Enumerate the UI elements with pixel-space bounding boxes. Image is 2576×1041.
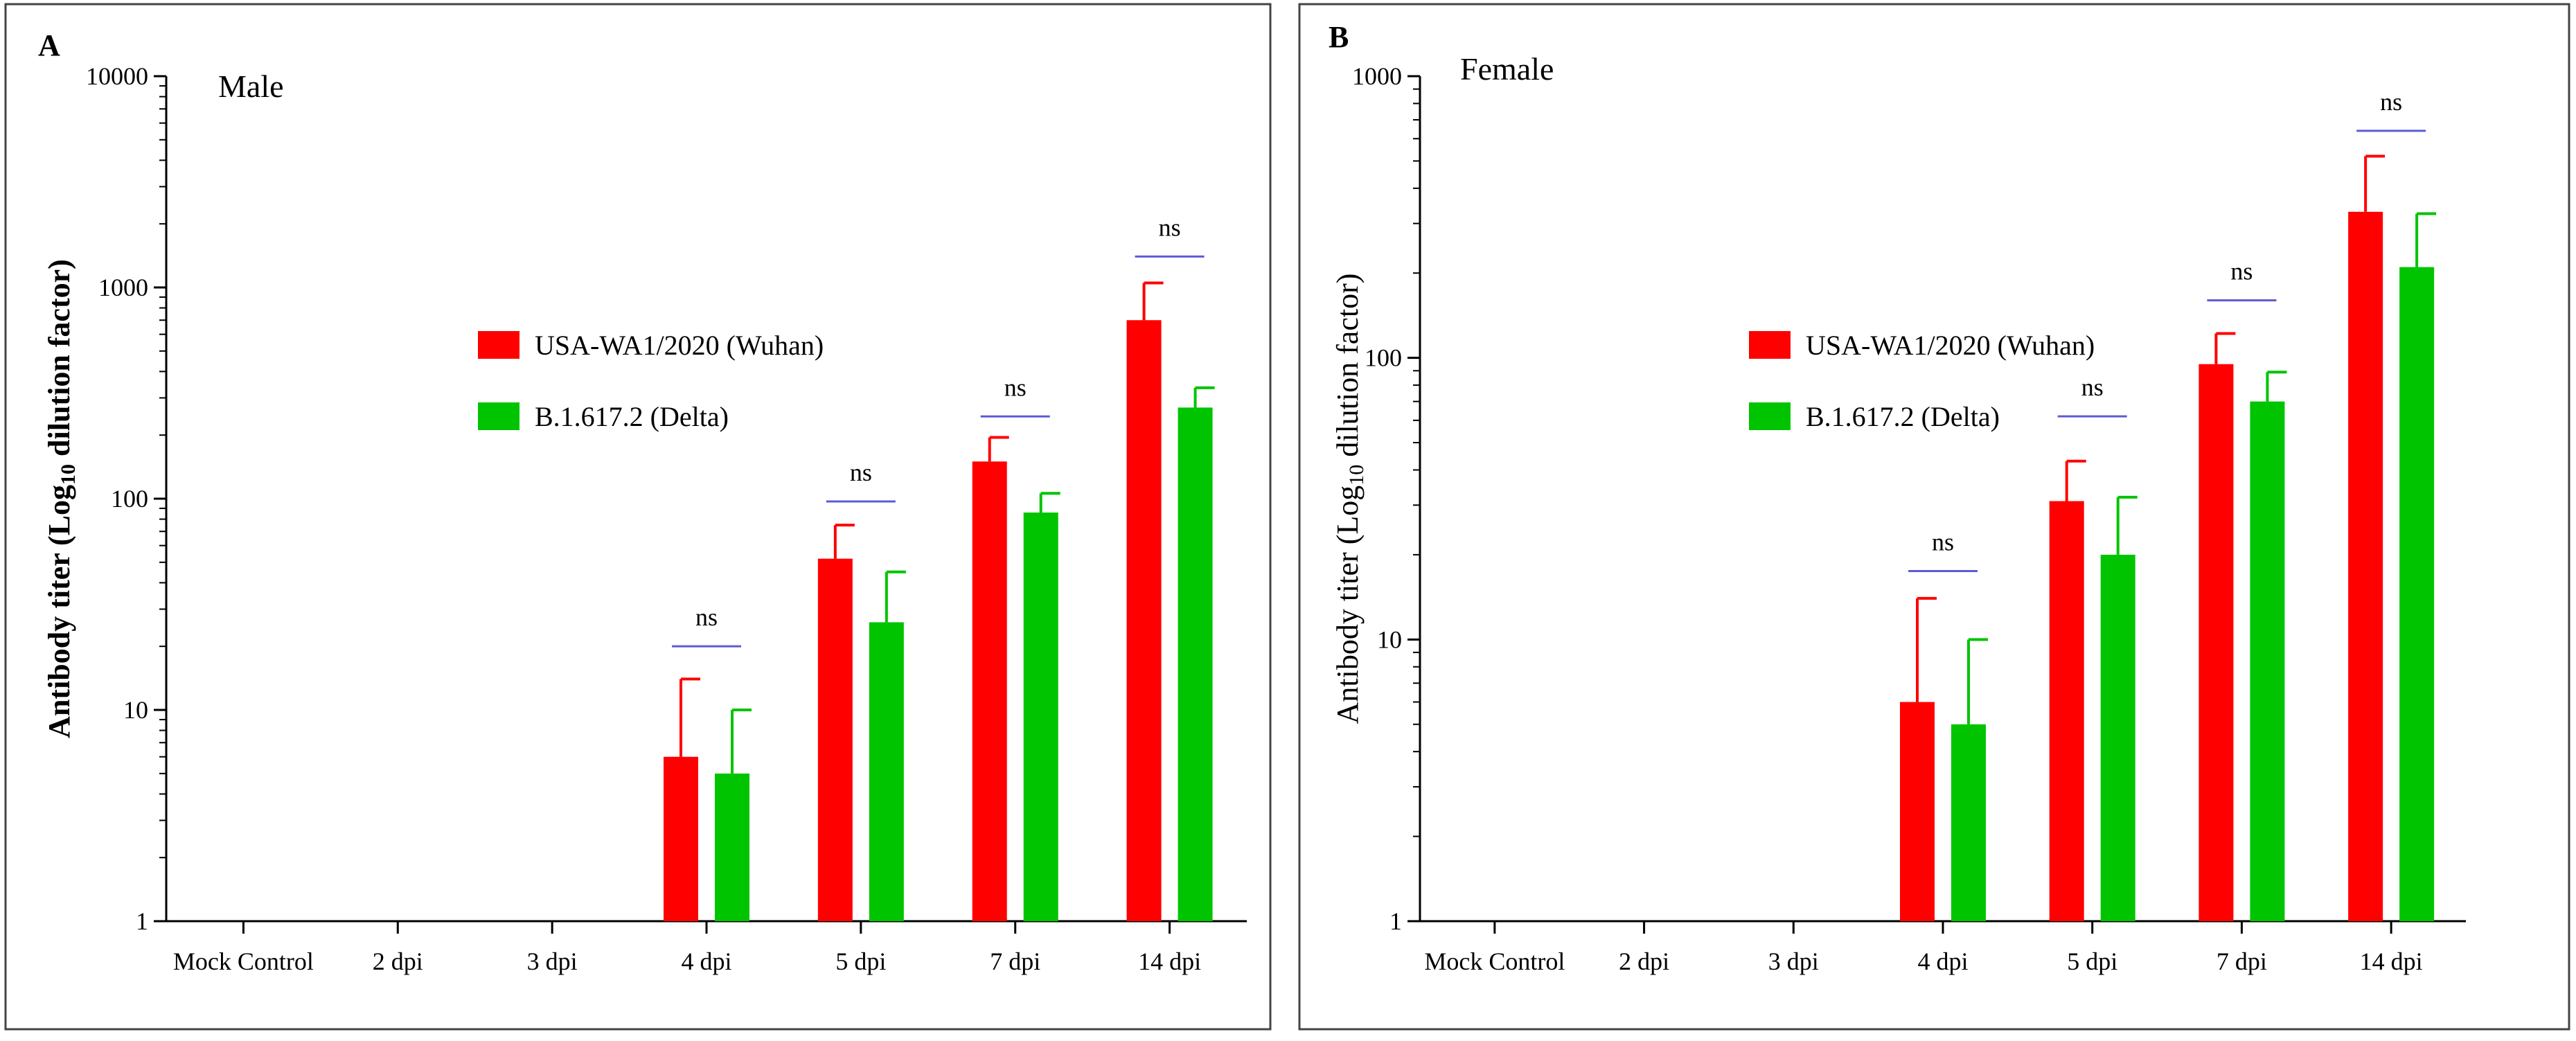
panel-a-bar-wuhan — [972, 461, 1007, 921]
panel-b-bar-wuhan — [1900, 702, 1935, 921]
panel-a-label: A — [38, 28, 60, 62]
panel-b-bar-delta — [2100, 554, 2135, 921]
panel-a-frame — [4, 3, 1272, 1031]
panel-a-sig-label: ns — [695, 603, 718, 631]
panel-b-sig-label: ns — [1932, 528, 1954, 555]
panel-a-bar-wuhan — [817, 558, 853, 921]
panel-a-legend-label: USA-WA1/2020 (Wuhan) — [535, 330, 824, 361]
panel-b-sig-label: ns — [2230, 258, 2253, 285]
panel-b-y-tick-label: 1 — [1389, 907, 1402, 935]
panel-b-y-tick-label: 10 — [1377, 625, 1402, 653]
panel-b-x-tick-label: 5 dpi — [2067, 947, 2117, 975]
panel-b-legend-label: B.1.617.2 (Delta) — [1806, 401, 2000, 432]
panel-a-y-tick-label: 1 — [136, 907, 148, 935]
panel-b-frame — [1298, 3, 2570, 1031]
panel-b-bar-wuhan — [2348, 211, 2383, 921]
panel-a-y-tick-label: 10000 — [86, 62, 148, 90]
panel-a-ylabel: Antibody titer (Log10 dilution factor) — [42, 259, 80, 738]
panel-b-bar-delta — [1951, 724, 1986, 921]
panel-a-sig-label: ns — [1004, 373, 1027, 401]
panel-b-bar-wuhan — [2199, 364, 2234, 921]
panel-b-legend-swatch-delta — [1749, 402, 1791, 430]
panel-b-x-tick-label: 14 dpi — [2360, 947, 2423, 975]
panel-a-x-tick-label: 3 dpi — [527, 947, 578, 975]
panel-b-legend-swatch-wuhan — [1749, 331, 1791, 359]
panel-a-sig-label: ns — [850, 459, 872, 486]
panel-a-y-tick-label: 1000 — [98, 274, 148, 301]
panel-b-sig-label: ns — [2081, 373, 2104, 401]
panel-a-y-tick-label: 100 — [111, 485, 148, 513]
panel-a-chart: A Male Antibody titer (Log10 dilution fa… — [38, 28, 1247, 975]
panel-b-bar-wuhan — [2049, 501, 2084, 921]
panel-a-bar-delta — [715, 773, 749, 921]
panel-a-title: Male — [218, 69, 284, 104]
panel-a-x-tick-label: 7 dpi — [990, 947, 1040, 975]
panel-b-x-tick-label: 3 dpi — [1768, 947, 1819, 975]
panel-a-legend-label: B.1.617.2 (Delta) — [535, 401, 729, 432]
panel-a-x-tick-label: 2 dpi — [373, 947, 423, 975]
panel-b-x-tick-label: 4 dpi — [1917, 947, 1968, 975]
panel-b-title: Female — [1460, 51, 1554, 87]
panel-b-x-tick-label: 2 dpi — [1619, 947, 1669, 975]
panel-a-x-tick-label: Mock Control — [173, 947, 314, 975]
panel-a-x-tick-label: 5 dpi — [835, 947, 886, 975]
panel-b-bar-delta — [2250, 401, 2285, 921]
panel-b-y-tick-label: 100 — [1365, 344, 1402, 372]
panel-a-bar-delta — [1023, 512, 1058, 921]
panel-a-bar-wuhan — [664, 756, 698, 921]
panel-a-legend-swatch-delta — [478, 402, 519, 430]
panel-b-y-tick-label: 1000 — [1352, 62, 1402, 90]
panel-a-bar-wuhan — [1126, 320, 1162, 921]
panel-b-legend-label: USA-WA1/2020 (Wuhan) — [1806, 330, 2095, 361]
panel-b-x-tick-label: Mock Control — [1424, 947, 1565, 975]
panel-b-sig-label: ns — [2380, 88, 2402, 116]
panel-a-bar-delta — [869, 622, 904, 921]
panel-b-ylabel: Antibody titer (Log10 dilution factor) — [1331, 274, 1368, 724]
panel-b-label: B — [1329, 20, 1349, 54]
panel-a-x-tick-label: 14 dpi — [1138, 947, 1201, 975]
panel-a-y-tick-label: 10 — [123, 696, 148, 724]
panel-a-x-tick-label: 4 dpi — [681, 947, 731, 975]
panel-a-bar-delta — [1178, 407, 1213, 921]
panel-b-chart: B Female Antibody titer (Log10 dilution … — [1329, 20, 2466, 975]
panel-a-sig-label: ns — [1159, 213, 1181, 241]
panel-b-bar-delta — [2399, 267, 2435, 921]
panel-b-x-tick-label: 7 dpi — [2217, 947, 2267, 975]
panel-a-legend-swatch-wuhan — [478, 331, 519, 359]
